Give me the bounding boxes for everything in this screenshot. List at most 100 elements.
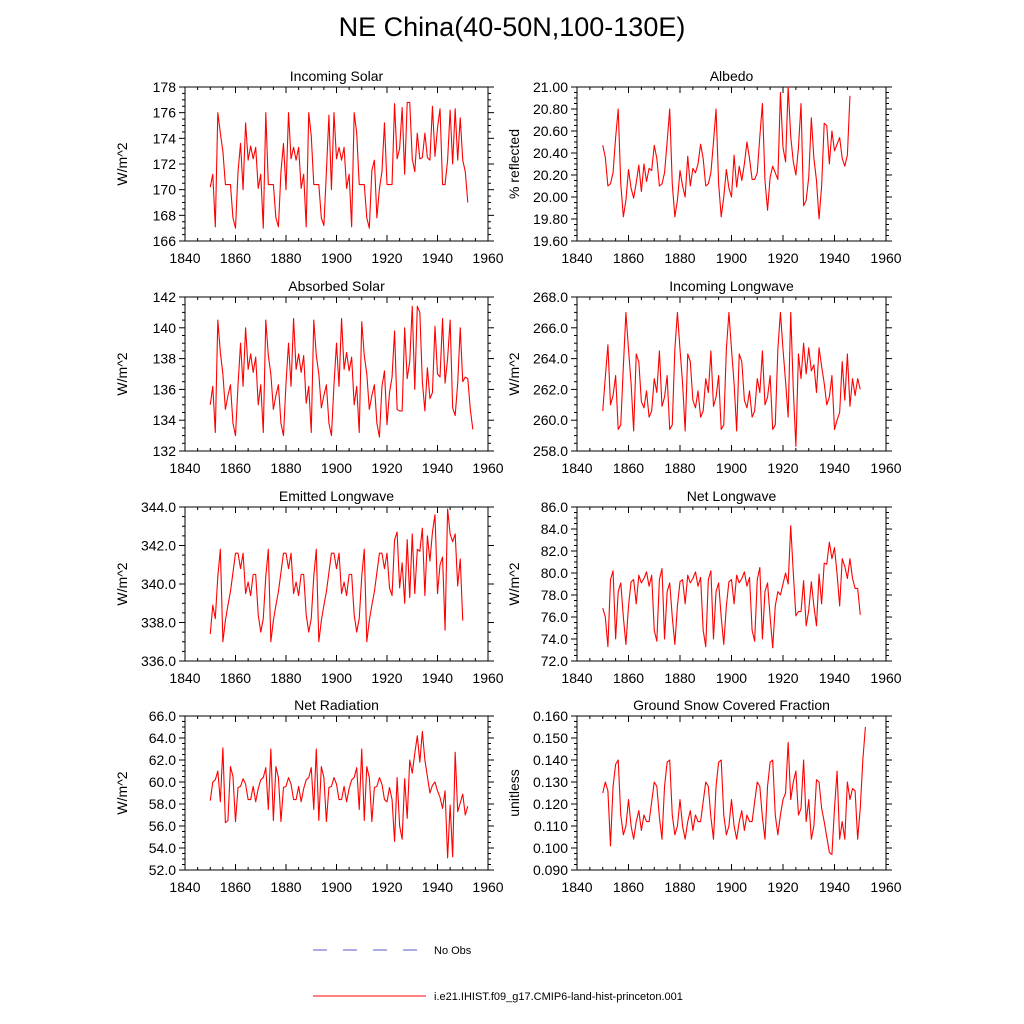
x-tick-label: 1920: [371, 460, 402, 476]
y-tick-label: 340.0: [141, 576, 176, 592]
y-tick-label: 20.20: [533, 167, 568, 183]
y-tick-label: 260.0: [533, 412, 568, 428]
panel-3: Incoming Longwave W/m^2 1840 1860 1880 1900 19…: [506, 278, 902, 476]
panel-6: Net Radiation W/m^2 1840 1860 1880 1900 1920 19…: [114, 697, 504, 895]
x-tick-label: 1960: [472, 460, 503, 476]
x-tick-label: 1860: [220, 460, 251, 476]
x-tick-label: 1960: [472, 670, 503, 686]
x-tick-label: 1940: [422, 670, 453, 686]
y-tick-label: 174: [153, 130, 177, 146]
x-tick-label: 1960: [472, 879, 503, 895]
x-tick-label: 1880: [664, 250, 695, 266]
y-tick-label: 140: [153, 320, 177, 336]
y-tick-label: 52.0: [149, 862, 176, 878]
legend-label-no-obs: No Obs: [434, 945, 472, 957]
y-tick-label: 170: [153, 182, 177, 198]
x-tick-label: 1920: [767, 460, 798, 476]
x-tick-label: 1900: [321, 670, 352, 686]
y-tick-label: 168: [153, 207, 177, 223]
y-tick-label: 21.00: [533, 79, 568, 95]
x-tick-label: 1960: [870, 460, 901, 476]
x-tick-label: 1860: [613, 879, 644, 895]
x-tick-label: 1940: [819, 460, 850, 476]
x-tick-label: 1940: [819, 670, 850, 686]
y-tick-label: 58.0: [149, 796, 176, 812]
series-line: [602, 525, 861, 649]
x-tick-label: 1940: [422, 460, 453, 476]
series-line: [209, 305, 474, 438]
y-tick-label: 262.0: [533, 381, 568, 397]
y-axis-label: % reflected: [506, 129, 522, 199]
y-tick-label: 0.130: [533, 774, 568, 790]
plot-frame: [576, 86, 887, 242]
y-tick-label: 136: [153, 381, 177, 397]
x-tick-label: 1840: [561, 250, 592, 266]
y-tick-label: 0.150: [533, 730, 568, 746]
y-tick-label: 76.0: [541, 609, 568, 625]
panel-title: Net Longwave: [687, 488, 777, 504]
x-tick-label: 1880: [270, 250, 301, 266]
panel-7: Ground Snow Covered Fraction unitless 1840…: [506, 697, 902, 895]
y-axis-label: W/m^2: [506, 352, 522, 395]
plot-frame: [576, 715, 887, 871]
x-tick-label: 1960: [870, 250, 901, 266]
panel-2: Absorbed Solar W/m^2 1840 1860 1880 1900 1920 1…: [114, 278, 504, 476]
x-tick-label: 1960: [472, 250, 503, 266]
y-tick-label: 0.100: [533, 840, 568, 856]
y-axis-label: W/m^2: [114, 771, 130, 814]
y-tick-label: 84.0: [541, 521, 568, 537]
y-tick-label: 80.0: [541, 565, 568, 581]
panel-title: Incoming Longwave: [669, 278, 794, 294]
plot-frame: [184, 715, 489, 871]
x-tick-label: 1940: [422, 250, 453, 266]
x-tick-label: 1840: [561, 879, 592, 895]
x-tick-label: 1880: [270, 879, 301, 895]
x-tick-label: 1900: [321, 250, 352, 266]
series-line: [602, 311, 861, 447]
x-tick-label: 1840: [169, 879, 200, 895]
y-tick-label: 19.60: [533, 233, 568, 249]
x-tick-label: 1900: [321, 460, 352, 476]
series-line: [209, 508, 464, 643]
y-tick-label: 268.0: [533, 289, 568, 305]
y-tick-label: 342.0: [141, 538, 176, 554]
x-tick-label: 1900: [716, 879, 747, 895]
y-tick-label: 258.0: [533, 443, 568, 459]
plot-frame: [184, 86, 489, 242]
x-tick-label: 1920: [371, 250, 402, 266]
y-tick-label: 338.0: [141, 615, 176, 631]
y-tick-label: 344.0: [141, 499, 176, 515]
y-tick-label: 132: [153, 443, 177, 459]
y-axis-label: W/m^2: [114, 352, 130, 395]
x-tick-label: 1840: [169, 460, 200, 476]
y-axis-label: W/m^2: [506, 562, 522, 605]
y-tick-label: 86.0: [541, 499, 568, 515]
x-tick-label: 1880: [664, 460, 695, 476]
x-tick-label: 1960: [870, 670, 901, 686]
x-tick-label: 1920: [767, 670, 798, 686]
y-tick-label: 166: [153, 233, 177, 249]
y-tick-label: 176: [153, 105, 177, 121]
x-tick-label: 1880: [664, 670, 695, 686]
x-tick-label: 1840: [561, 460, 592, 476]
panel-1: Albedo % reflected 1840 1860 1880 1900 1920 194…: [506, 68, 902, 266]
y-tick-label: 66.0: [149, 708, 176, 724]
y-axis-label: W/m^2: [114, 142, 130, 185]
x-tick-label: 1940: [422, 879, 453, 895]
plot-frame: [184, 506, 489, 662]
y-tick-label: 74.0: [541, 631, 568, 647]
x-tick-label: 1940: [819, 879, 850, 895]
y-tick-label: 336.0: [141, 653, 176, 669]
y-tick-label: 72.0: [541, 653, 568, 669]
x-tick-label: 1900: [716, 460, 747, 476]
y-tick-label: 0.090: [533, 862, 568, 878]
figure-title: NE China(40-50N,100-130E): [338, 12, 686, 42]
x-tick-label: 1880: [664, 879, 695, 895]
x-tick-label: 1900: [716, 670, 747, 686]
legend: No Obs i.e21.IHIST.f09_g17.CMIP6-land-hi…: [313, 945, 683, 1003]
x-tick-label: 1900: [321, 879, 352, 895]
x-tick-label: 1940: [819, 250, 850, 266]
y-axis-label: W/m^2: [114, 562, 130, 605]
y-tick-label: 0.160: [533, 708, 568, 724]
y-tick-label: 178: [153, 79, 177, 95]
